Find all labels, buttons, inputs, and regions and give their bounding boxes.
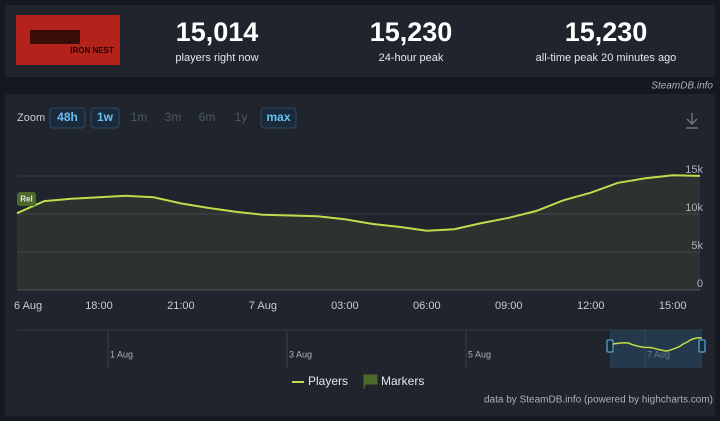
zoom-button[interactable]: 6m [199,110,216,124]
x-tick-label: 06:00 [413,300,441,312]
x-tick-label: 15:00 [659,300,687,312]
zoom-label: Zoom [17,112,45,124]
zoom-button[interactable]: 48h [57,110,78,124]
x-tick-label: 12:00 [577,300,605,312]
stat-value: 15,014 [176,17,259,47]
line [16,174,701,232]
y-tick-label: 10k [685,202,703,214]
x-tick-label: 7 Aug [249,300,277,312]
navigator-line [609,337,703,352]
legend-label[interactable]: Players [308,374,348,388]
x-tick-label: 6 Aug [14,300,42,312]
y-tick-label: 0 [697,278,703,290]
legend-label[interactable]: Markers [381,374,424,388]
stat-value: 15,230 [565,17,648,47]
stat-value: 15,230 [370,17,453,47]
zoom-button[interactable]: 1y [235,110,248,124]
y-tick-label: 15k [685,164,703,176]
stat-label: 24-hour peak [379,52,444,64]
zoom-button[interactable]: 1m [131,110,148,124]
source-label: SteamDB.info [651,81,713,92]
stats-panel [5,5,715,77]
navigator-handle[interactable] [606,339,614,353]
x-tick-label: 03:00 [331,300,359,312]
stat-label: players right now [175,52,258,64]
legend-flag[interactable] [363,374,378,389]
flag-label: Rel [20,195,32,204]
navigator-handle[interactable] [698,339,706,353]
download-icon[interactable] [686,113,698,129]
zoom-button-frame[interactable] [260,107,297,129]
area [17,175,700,290]
stat-label: all-time peak 20 minutes ago [536,52,677,64]
chart-panel [5,94,715,416]
thumbnail-text: IRON NEST [70,46,114,55]
chart: 48h 1w 1m 3m 6m 1y max 0 5k 10k 15k 6 Aug 18:00 21:00… [14,107,706,389]
thumbnail-tank [30,30,80,44]
zoom-button[interactable]: 3m [165,110,182,124]
zoom-button-frame[interactable] [49,107,86,129]
navigator-label: 3 Aug [289,349,312,359]
flag [17,192,36,206]
zoom-button-frame[interactable] [90,107,120,129]
navigator-label: 5 Aug [468,349,491,359]
x-tick-label: 21:00 [167,300,195,312]
footer: data by SteamDB.info (powered by highcha… [484,395,713,406]
zoom-button[interactable]: 1w [97,110,114,124]
y-tick-label: 5k [691,240,703,252]
x-tick-label: 09:00 [495,300,523,312]
navigator-label: 1 Aug [110,349,133,359]
x-tick-label: 18:00 [85,300,113,312]
zoom-button[interactable]: max [266,110,290,124]
